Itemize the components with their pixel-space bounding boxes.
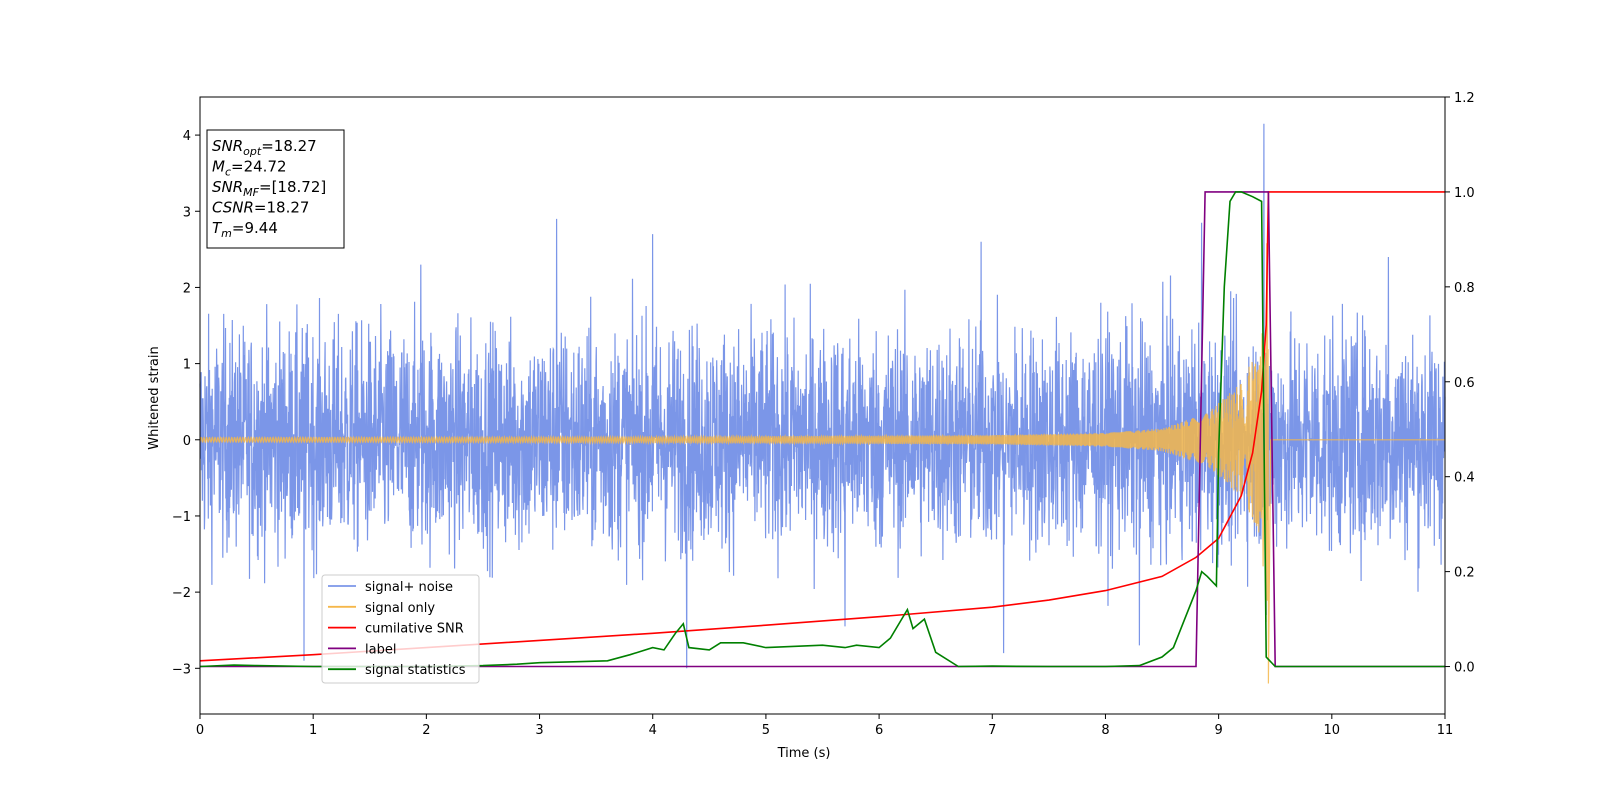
y-tick-label: 1 [183,358,191,373]
x-tick-label: 4 [649,723,657,738]
y-tick-label: −2 [172,586,191,601]
series-signal-statistics-line [199,191,1445,668]
legend-entry-label: signal statistics [365,663,466,678]
x-tick-label: 11 [1437,723,1454,738]
legend-entry-label: signal only [365,601,435,616]
y2-tick-label: 0.6 [1454,376,1475,391]
x-tick-label: 1 [309,723,317,738]
legend-entry-label: label [365,642,396,657]
y2-tick-label: 0.4 [1454,471,1475,486]
axes: 0 1 2 3 4 5 6 7 8 9 10 11 −3 −2 −1 0 1 2 3 4 0.0 0.2 0.4 0.6 0.8… [172,91,1475,738]
x-tick-label: 5 [762,723,770,738]
series-cumilative-snr-line [199,191,1445,662]
x-tick-label: 0 [196,723,204,738]
y2-tick-label: 0.8 [1454,281,1475,296]
stats-line: Mc=24.72 [212,158,287,179]
x-tick-label: 7 [988,723,996,738]
y-tick-label: −3 [172,662,191,677]
stats-line: SNRMF=[18.72] [212,178,326,199]
stats-line: CSNR=18.27 [212,199,309,217]
stats-box-frame [206,129,345,249]
legend: signal+ noise signal only cumilative SNR la… [321,574,480,684]
stats-line: SNRopt=18.27 [212,137,317,158]
stats-annotation-box: SNRopt=18.27Mc=24.72SNRMF=[18.72]CSNR=18… [206,129,345,249]
legend-entry-label: signal+ noise [365,580,453,595]
x-axis-label: Time (s) [777,746,831,761]
axes-frame [199,96,1446,715]
y2-tick-label: 0.0 [1454,661,1475,676]
y-axis-label: Whitened strain [147,346,162,449]
x-tick-label: 6 [875,723,883,738]
y-tick-label: 4 [183,129,191,144]
plot-area [199,123,1446,684]
x-tick-label: 10 [1324,723,1341,738]
x-tick-label: 9 [1214,723,1222,738]
series-signal-only-line [199,243,1445,684]
y2-tick-label: 0.2 [1454,566,1475,581]
y-tick-label: 2 [183,281,191,296]
y-tick-label: 3 [183,205,191,220]
x-tick-label: 8 [1101,723,1109,738]
y2-tick-label: 1.0 [1454,186,1475,201]
y-tick-label: −1 [172,510,191,525]
x-tick-label: 3 [535,723,543,738]
y-tick-label: 0 [183,434,191,449]
legend-frame [321,574,480,684]
y2-tick-label: 1.2 [1454,91,1475,106]
legend-entry-label: cumilative SNR [365,622,464,637]
stats-line: Tm=9.44 [212,219,278,240]
x-tick-label: 2 [422,723,430,738]
